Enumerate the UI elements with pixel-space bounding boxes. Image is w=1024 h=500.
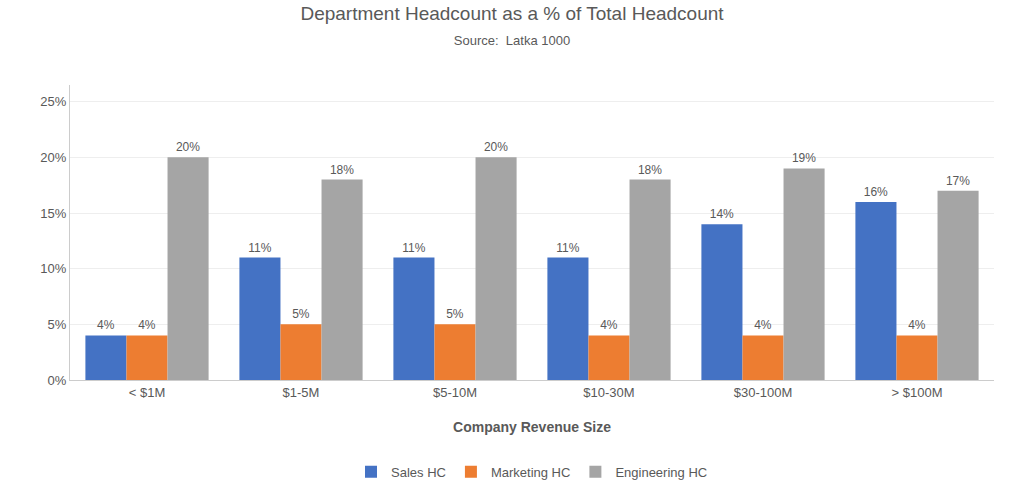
svg-text:5%: 5%: [446, 307, 464, 321]
svg-text:$30-100M: $30-100M: [734, 385, 793, 400]
svg-text:18%: 18%: [638, 163, 662, 177]
svg-text:11%: 11%: [248, 241, 271, 255]
svg-text:20%: 20%: [40, 150, 66, 165]
svg-text:19%: 19%: [792, 151, 816, 165]
svg-text:20%: 20%: [176, 140, 200, 154]
svg-text:11%: 11%: [556, 241, 579, 255]
svg-text:10%: 10%: [40, 261, 66, 276]
svg-text:11%: 11%: [402, 241, 425, 255]
svg-text:18%: 18%: [330, 163, 354, 177]
svg-text:20%: 20%: [484, 140, 508, 154]
svg-text:4%: 4%: [754, 318, 772, 332]
svg-text:< $1M: < $1M: [129, 385, 166, 400]
svg-text:17%: 17%: [946, 174, 970, 188]
svg-text:25%: 25%: [40, 94, 66, 109]
svg-text:5%: 5%: [292, 307, 310, 321]
svg-text:$1-5M: $1-5M: [283, 385, 320, 400]
svg-text:14%: 14%: [710, 207, 734, 221]
svg-text:4%: 4%: [908, 318, 926, 332]
svg-text:0%: 0%: [48, 373, 67, 388]
svg-text:Marketing HC: Marketing HC: [491, 465, 570, 480]
svg-text:15%: 15%: [40, 206, 66, 221]
svg-text:Department Headcount as a % of: Department Headcount as a % of Total Hea…: [300, 3, 724, 48]
svg-text:16%: 16%: [864, 185, 888, 199]
svg-text:4%: 4%: [138, 318, 156, 332]
svg-text:Sales HC: Sales HC: [391, 465, 446, 480]
svg-text:$5-10M: $5-10M: [433, 385, 477, 400]
svg-text:Company Revenue Size: Company Revenue Size: [453, 419, 611, 435]
svg-text:> $100M: > $100M: [892, 385, 943, 400]
svg-text:Engineering HC: Engineering HC: [615, 465, 707, 480]
svg-text:4%: 4%: [600, 318, 618, 332]
svg-text:$10-30M: $10-30M: [583, 385, 634, 400]
svg-text:5%: 5%: [48, 317, 67, 332]
svg-text:4%: 4%: [97, 318, 115, 332]
